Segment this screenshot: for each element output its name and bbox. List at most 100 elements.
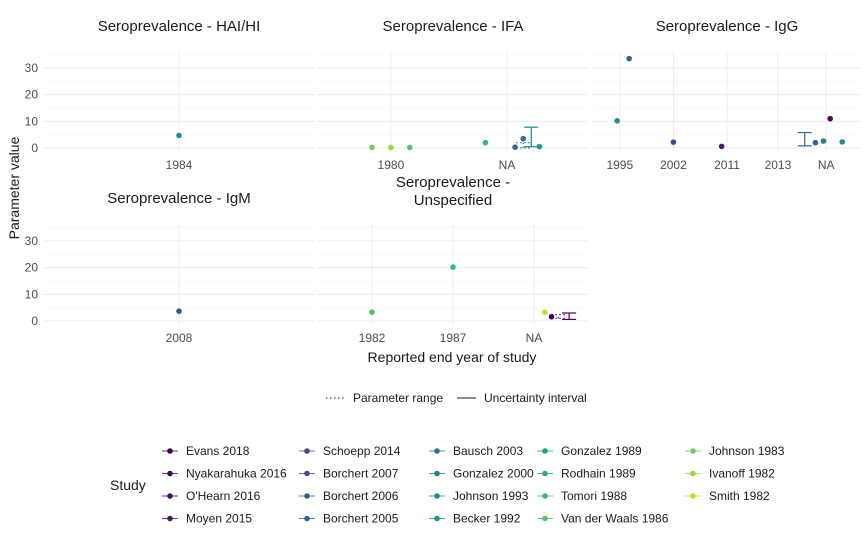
legend-label: Becker 1992: [453, 512, 521, 526]
errorbar-nyakarahuka-2016: [562, 312, 577, 320]
legend-label: Gonzalez 1989: [561, 444, 642, 458]
linetype-legend: Parameter range Uncertainty interval: [326, 391, 587, 405]
legend-key-point: [690, 470, 696, 477]
legend-label: Borchert 2005: [323, 512, 399, 526]
legend-item-borchert-2005: Borchert 2005: [299, 512, 399, 526]
legend-item-johnson-1993: Johnson 1993: [429, 489, 529, 503]
x-tick-label: 1984: [166, 158, 193, 172]
point-borchert-2005: [512, 144, 518, 150]
legend-label-uncertainty-interval: Uncertainty interval: [484, 391, 587, 405]
point-tomori-1988: [482, 139, 489, 146]
legend-label: Smith 1982: [709, 489, 770, 503]
x-tick-label: 2011: [714, 158, 740, 172]
legend-label: Tomori 1988: [561, 489, 627, 503]
legend-key-point: [167, 515, 173, 522]
legend-label: Bausch 2003: [453, 444, 523, 458]
facet-1: 1984 0 10 20 30 Seroprevalence - HAI/HI: [25, 18, 315, 172]
facet-3: 1995 2002 2011 2013 NA Seroprevalence - IgG: [593, 18, 861, 172]
point-evans-2018: [548, 313, 555, 320]
errorbar-o-hearn-2016: [551, 314, 566, 319]
legend-key-point: [434, 515, 440, 522]
y-tick-label: 0: [31, 314, 38, 328]
legend-item-smith-1982: Smith 1982: [685, 489, 770, 503]
x-tick-label: 2002: [660, 158, 687, 172]
legend-key-point: [167, 470, 173, 477]
legend-item-evans-2018: Evans 2018: [162, 444, 250, 458]
legend-label: Schoepp 2014: [323, 444, 401, 458]
legend-item-o-hearn-2016: O'Hearn 2016: [162, 489, 261, 503]
legend-item-moyen-2015: Moyen 2015: [162, 512, 252, 526]
y-tick-label: 10: [25, 114, 39, 128]
legend-item-nyakarahuka-2016: Nyakarahuka 2016: [162, 467, 287, 481]
facet-title: Seroprevalence - HAI/HI: [98, 18, 261, 35]
point-tomori-1988: [450, 264, 456, 270]
legend-label: Nyakarahuka 2016: [186, 467, 287, 481]
legend-key-point: [304, 515, 310, 522]
x-tick-label: 1982: [359, 331, 386, 345]
legend-item-borchert-2007: Borchert 2007: [299, 467, 399, 481]
point-smith-1982: [542, 309, 548, 316]
legend-key-point: [542, 470, 548, 477]
legend-key-point: [542, 515, 548, 522]
legend-item-tomori-1988: Tomori 1988: [537, 489, 627, 503]
legend-key-point: [542, 448, 548, 454]
legend-label: Borchert 2006: [323, 489, 399, 503]
legend-key-point: [167, 448, 173, 454]
legend-item-bausch-2003: Bausch 2003: [429, 444, 523, 458]
x-tick-label: 2013: [765, 158, 792, 172]
facet-title: Seroprevalence - IFA: [383, 18, 524, 35]
y-tick-label: 30: [25, 61, 39, 75]
legend-item-johnson-1983: Johnson 1983: [685, 444, 785, 458]
point-schoepp-2014: [670, 139, 677, 145]
point-van-der-waals-1986: [369, 309, 375, 316]
legend-item-rodhain-1989: Rodhain 1989: [537, 467, 636, 481]
legend-item-gonzalez-2000: Gonzalez 2000: [429, 467, 534, 481]
legend-label: Ivanoff 1982: [709, 467, 775, 481]
point-borchert-2006: [812, 139, 819, 146]
y-tick-label: 20: [25, 261, 39, 275]
legend-item-schoepp-2014: Schoepp 2014: [299, 444, 401, 458]
legend-label: Evans 2018: [186, 444, 250, 458]
legend-key-point: [434, 448, 440, 454]
point-gonzalez-1989: [536, 143, 543, 150]
legend-label: Johnson 1993: [453, 489, 529, 503]
facet-5: 1982 1987 NA Seroprevalence -Unspecified: [318, 174, 588, 345]
point-becker-1992: [839, 139, 846, 145]
legend-key-point: [542, 493, 548, 499]
legend-label: Borchert 2007: [323, 467, 399, 481]
y-tick-label: 20: [25, 88, 39, 102]
errorbar-johnson-1993: [524, 126, 539, 148]
legend-item-van-der-waals-1986: Van der Waals 1986: [537, 512, 669, 526]
legend-title: Study: [110, 477, 146, 493]
facet-2: 1980 NA Seroprevalence - IFA: [318, 18, 588, 172]
legend-key-point: [690, 448, 696, 454]
legend-item-borchert-2006: Borchert 2006: [299, 489, 399, 503]
x-tick-label: 1995: [606, 158, 633, 172]
legend-key-point: [304, 448, 310, 454]
legend-item-gonzalez-1989: Gonzalez 1989: [537, 444, 642, 458]
legend-label: Johnson 1983: [709, 444, 785, 458]
legend-item-becker-1992: Becker 1992: [429, 512, 521, 526]
facet-4: 2008 0 10 20 30 Seroprevalence - IgM: [25, 190, 315, 345]
legend-label: Gonzalez 2000: [453, 467, 534, 481]
facet-title: Unspecified: [414, 192, 492, 209]
x-tick-label: NA: [818, 158, 835, 172]
point-ivanoff-1982: [388, 144, 394, 151]
point-moyen-2015: [718, 143, 725, 150]
point-bausch-2003: [520, 135, 526, 142]
x-tick-label: 1980: [378, 158, 405, 172]
point-becker-1992: [176, 132, 182, 139]
point-nyakarahuka-2016: [827, 115, 833, 122]
legend-label-parameter-range: Parameter range: [353, 391, 443, 405]
legend-label: Van der Waals 1986: [561, 512, 669, 526]
legend-key-point: [304, 470, 310, 477]
errorbar-borchert-2005: [516, 142, 531, 149]
x-tick-label: NA: [499, 158, 516, 172]
x-tick-label: 1987: [440, 331, 467, 345]
legend-label: Moyen 2015: [186, 512, 252, 526]
x-axis-title: Reported end year of study: [368, 349, 537, 365]
point-becker-1992: [614, 118, 620, 124]
point-johnson-1983: [369, 144, 375, 151]
point-van-der-waals-1986: [407, 144, 413, 151]
